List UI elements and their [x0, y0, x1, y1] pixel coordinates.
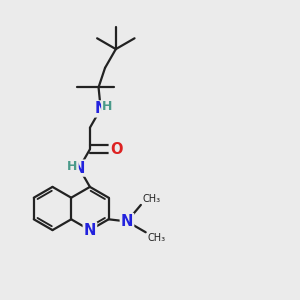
Text: N: N: [84, 223, 96, 238]
Text: N: N: [121, 214, 133, 229]
Text: H: H: [102, 100, 112, 113]
Text: H: H: [67, 160, 78, 173]
Text: CH₃: CH₃: [147, 233, 165, 243]
Text: CH₃: CH₃: [142, 194, 160, 204]
Text: N: N: [94, 101, 107, 116]
Text: O: O: [110, 142, 122, 157]
Text: N: N: [73, 160, 85, 175]
